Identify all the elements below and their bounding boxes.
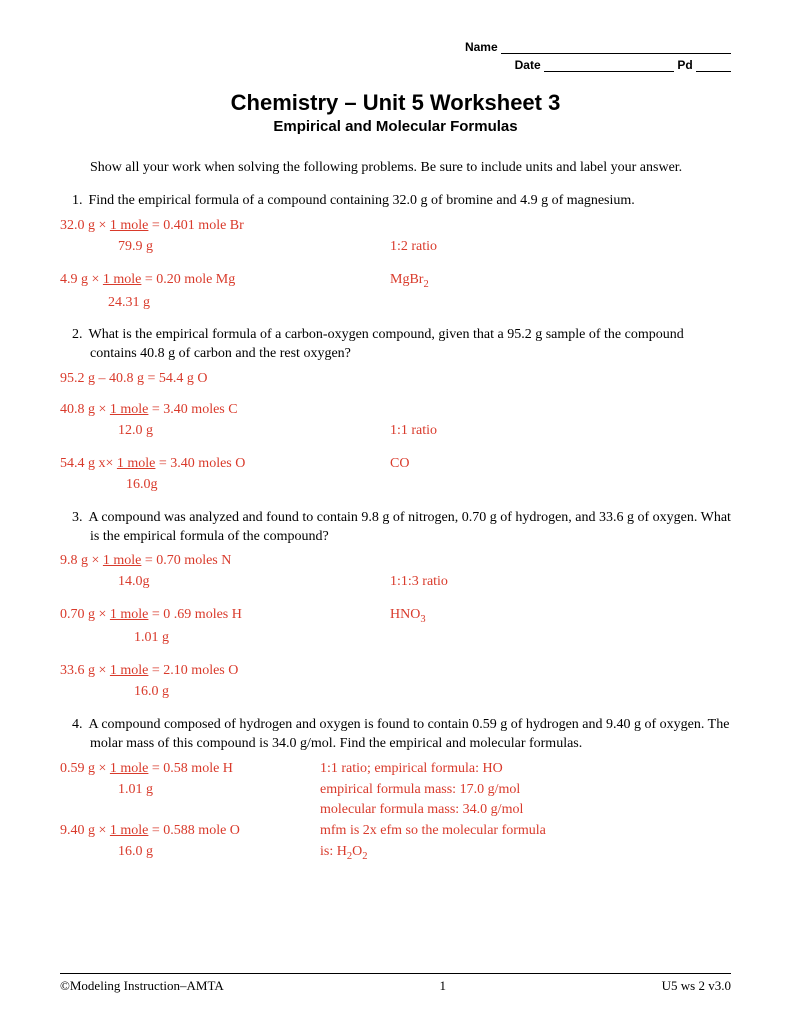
p1-question: Find the empirical formula of a compound…: [89, 193, 635, 208]
date-blank[interactable]: [544, 71, 674, 72]
p4-num: 4.: [72, 717, 83, 732]
footer-right: U5 ws 2 v3.0: [662, 978, 731, 994]
p4-work: 0.59 g × 1 mole = 0.58 mole H 1:1 ratio;…: [60, 760, 731, 865]
name-label: Name: [465, 40, 498, 54]
p3-question: A compound was analyzed and found to con…: [89, 510, 731, 544]
problem-4: 4. A compound composed of hydrogen and ox…: [60, 716, 731, 754]
worksheet-title: Chemistry – Unit 5 Worksheet 3 Empirical…: [60, 90, 731, 135]
p2-question: What is the empirical formula of a carbo…: [89, 327, 684, 361]
p1-work: 32.0 g × 1 mole = 0.401 mole Br 79.9 g 1…: [60, 217, 731, 313]
p3-num: 3.: [72, 510, 83, 525]
footer-page: 1: [439, 978, 446, 994]
problem-3: 3. A compound was analyzed and found to c…: [60, 509, 731, 547]
footer-left: ©Modeling Instruction–AMTA: [60, 978, 224, 994]
title-main: Chemistry – Unit 5 Worksheet 3: [60, 90, 731, 116]
problem-1: 1. Find the empirical formula of a compou…: [60, 192, 731, 211]
p1-num: 1.: [72, 193, 83, 208]
pd-blank[interactable]: [696, 71, 731, 72]
problem-2: 2. What is the empirical formula of a car…: [60, 326, 731, 364]
p2-num: 2.: [72, 327, 83, 342]
header-fields: Name Date Pd: [60, 40, 731, 72]
date-label: Date: [515, 58, 541, 72]
pd-label: Pd: [677, 58, 692, 72]
title-sub: Empirical and Molecular Formulas: [60, 118, 731, 135]
p3-work: 9.8 g × 1 mole = 0.70 moles N 14.0g 1:1:…: [60, 552, 731, 701]
p4-question: A compound composed of hydrogen and oxyg…: [89, 717, 730, 751]
intro-text: Show all your work when solving the foll…: [90, 159, 731, 178]
p2-work: 95.2 g – 40.8 g = 54.4 g O 40.8 g × 1 mo…: [60, 370, 731, 494]
name-blank[interactable]: [501, 53, 731, 54]
page-footer: ©Modeling Instruction–AMTA 1 U5 ws 2 v3.…: [60, 973, 731, 994]
